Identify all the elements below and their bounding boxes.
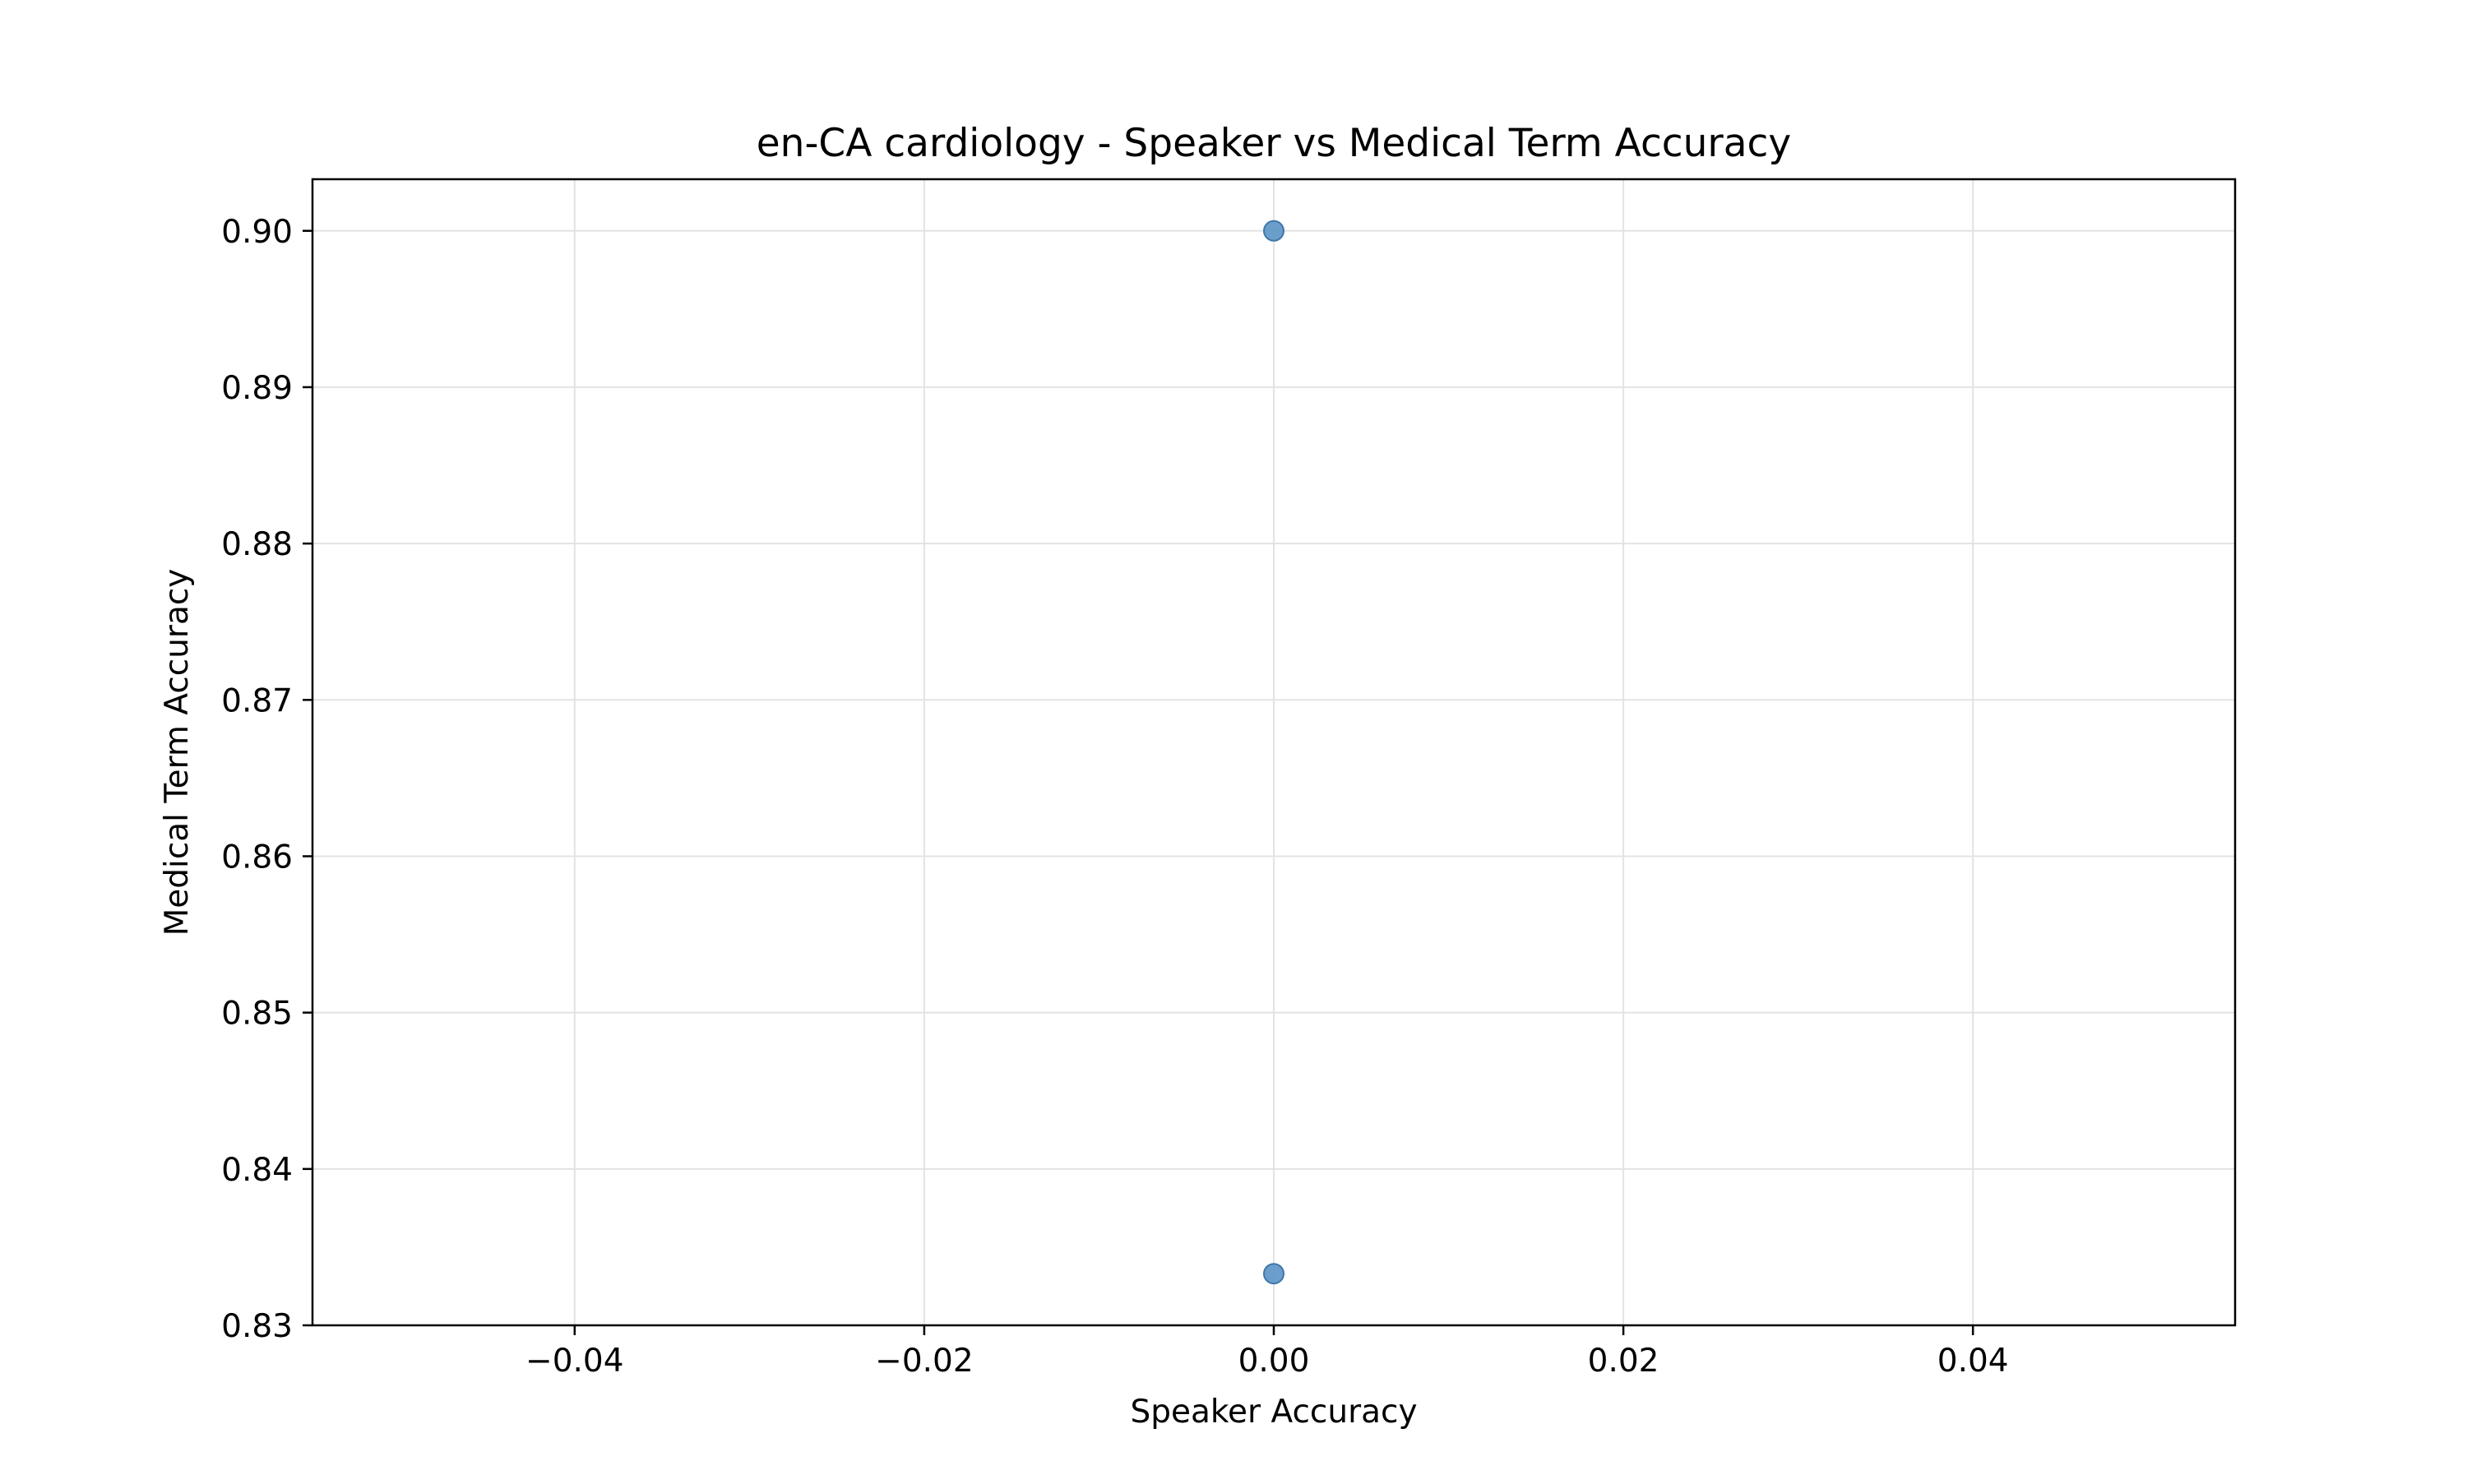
y-axis-ticks: 0.83 0.84 0.85 0.86 0.87 0.88 0.89 0.90 (221, 214, 312, 1345)
chart-title: en-CA cardiology - Speaker vs Medical Te… (757, 121, 1791, 166)
y-tick-label: 0.90 (221, 214, 293, 251)
data-points (1263, 220, 1284, 1285)
x-tick-label: 0.00 (1238, 1343, 1310, 1380)
x-axis-label: Speaker Accuracy (1130, 1394, 1417, 1431)
scatter-point (1263, 1263, 1284, 1285)
y-tick-label: 0.88 (221, 526, 293, 563)
y-tick-label: 0.83 (221, 1308, 293, 1345)
x-tick-label: 0.04 (1937, 1343, 2009, 1380)
x-tick-label: −0.02 (875, 1343, 974, 1380)
y-tick-label: 0.87 (221, 682, 293, 719)
y-tick-label: 0.86 (221, 839, 293, 876)
x-tick-label: −0.04 (525, 1343, 624, 1380)
y-tick-label: 0.84 (221, 1152, 293, 1189)
x-axis-ticks: −0.04 −0.02 0.00 0.02 0.04 (525, 1325, 2009, 1380)
y-tick-label: 0.89 (221, 370, 293, 407)
scatter-point (1263, 220, 1284, 242)
x-tick-label: 0.02 (1588, 1343, 1659, 1380)
y-tick-label: 0.85 (221, 996, 293, 1033)
y-axis-label: Medical Term Accuracy (159, 569, 196, 936)
